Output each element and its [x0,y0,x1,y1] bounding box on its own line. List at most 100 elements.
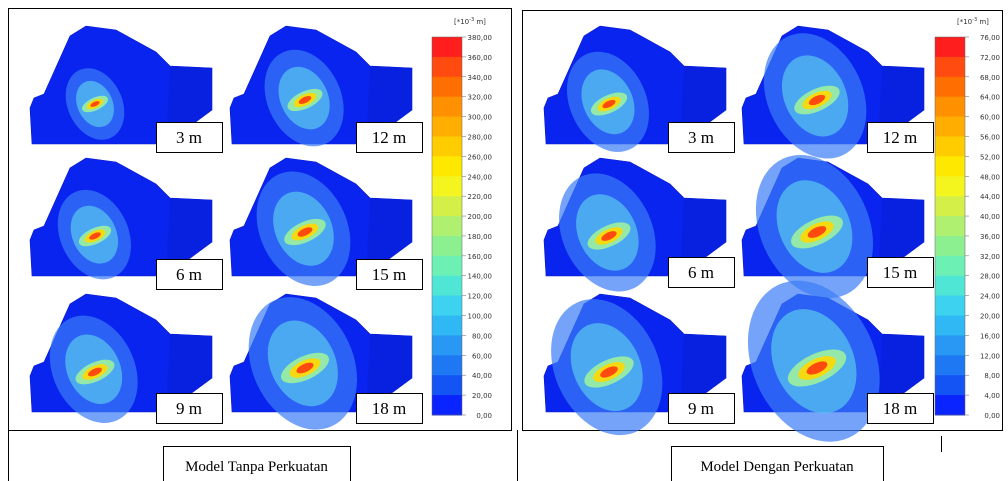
contour [90,101,100,107]
colorbar-band [432,136,462,157]
colorbar-band [935,96,965,118]
depth-box [668,122,735,153]
colorbar-band [432,116,462,137]
colorbar-label: 300,00 [468,114,493,122]
panel-border [522,10,1003,431]
depth-label: 12 m [883,128,917,147]
model-plot [229,25,413,147]
unit-label: [*10-3 m] [454,17,486,26]
colorbar-label: 8,00 [984,372,1000,380]
colorbar-label: 32,00 [980,253,1000,261]
unit-exp: -3 [469,17,474,23]
depth-label: 6 m [176,265,202,284]
colorbar-label: 340,00 [468,74,493,82]
colorbar-label: 260,00 [468,153,493,161]
colorbar-label: 68,00 [980,74,1000,82]
colorbar-band [935,335,965,356]
depth-label: 3 m [176,128,202,147]
colorbar-label: 160,00 [468,253,493,261]
colorbar-label: 48,00 [980,173,1000,181]
colorbar-band [432,395,462,416]
colorbar-label: 20,00 [472,392,492,400]
contour [88,367,102,377]
colorbar-frame [934,36,966,416]
colorbar-label: 64,00 [980,94,1000,102]
colorbar-band [935,395,965,416]
depth-box [356,259,423,290]
depth-label: 6 m [688,263,714,282]
colorbar-band [432,375,462,396]
colorbar-label: 36,00 [980,233,1000,241]
colorbar-band [935,37,965,58]
unit-rest: m] [977,18,989,26]
colorbar-band [935,235,965,257]
colorbar-band [935,176,965,197]
colorbar-band [935,196,965,217]
model-plot [741,280,925,442]
model-plot [543,157,727,292]
model-shade [366,334,412,412]
depth-label: 15 m [883,263,917,282]
colorbar-label: 16,00 [980,332,1000,340]
model-plot [229,293,413,430]
contour [298,96,312,104]
depth-box [867,393,934,424]
colorbar-band [935,255,965,277]
colorbar-frame [431,36,463,416]
colorbar-label: 28,00 [980,273,1000,281]
colorbar-band [432,176,462,197]
colorbar-label: 220,00 [468,193,493,201]
caption: Model Dengan Perkuatan [700,459,854,475]
colorbar-label: 60,00 [472,352,492,360]
colorbar-band [432,355,462,376]
colorbar-label: 200,00 [468,213,493,221]
model-plot [229,157,413,287]
caption: Model Tanpa Perkuatan [185,459,328,475]
model-shade [680,334,726,412]
colorbar-band [432,335,462,356]
contour [808,94,826,106]
colorbar-band [432,255,462,277]
depth-box [356,393,423,424]
colorbar-band [935,156,965,177]
depth-label: 18 m [883,399,917,418]
contour [296,362,314,374]
contour [89,232,101,240]
depth-box [156,122,223,153]
model-shade [878,198,924,276]
contour [806,361,828,375]
model-shade [166,198,212,276]
colorbar-label: 24,00 [980,293,1000,301]
panel-border [8,8,512,431]
contour [297,227,313,237]
colorbar-band [432,37,462,58]
colorbar-label: 320,00 [468,94,493,102]
depth-box [867,257,934,288]
depth-label: 3 m [688,128,714,147]
colorbar-label: 12,00 [980,352,1000,360]
contour [601,231,617,241]
model-shade [166,334,212,412]
depth-label: 12 m [372,128,406,147]
colorbar-band [935,216,965,237]
model-plot [29,157,213,280]
colorbar-label: 52,00 [980,153,1000,161]
unit-base: [*10 [957,18,972,26]
colorbar-label: 56,00 [980,133,1000,141]
colorbar-band [432,196,462,217]
colorbar-label: 120,00 [468,293,493,301]
model-shade [366,198,412,276]
colorbar-band [432,216,462,237]
colorbar-label: 20,00 [980,313,1000,321]
colorbar-label: 60,00 [980,114,1000,122]
colorbar-label: 72,00 [980,54,1000,62]
depth-box [867,122,934,153]
depth-label: 9 m [688,399,714,418]
contour [602,99,616,109]
colorbar-band [432,96,462,118]
model-plot [29,293,213,423]
colorbar-label: 80,00 [472,332,492,340]
colorbar-label: 360,00 [468,54,493,62]
colorbar-label: 100,00 [468,313,493,321]
